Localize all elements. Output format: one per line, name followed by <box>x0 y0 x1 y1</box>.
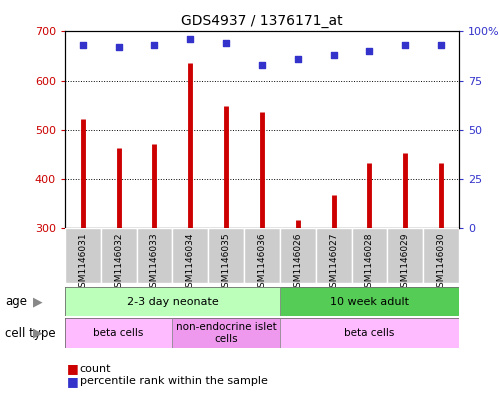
Text: cell type: cell type <box>5 327 55 340</box>
Bar <box>172 318 280 348</box>
Text: ■: ■ <box>67 362 79 375</box>
Text: GSM1146029: GSM1146029 <box>401 232 410 293</box>
Bar <box>172 228 208 283</box>
Text: ▶: ▶ <box>32 327 42 340</box>
Bar <box>65 228 101 283</box>
Title: GDS4937 / 1376171_at: GDS4937 / 1376171_at <box>181 14 343 28</box>
Point <box>258 62 266 68</box>
Point <box>365 48 373 54</box>
Text: count: count <box>80 364 111 374</box>
Point <box>151 42 159 48</box>
Text: GSM1146028: GSM1146028 <box>365 232 374 293</box>
Text: ■: ■ <box>67 375 79 388</box>
Text: age: age <box>5 295 27 308</box>
Point <box>294 56 302 62</box>
Text: GSM1146027: GSM1146027 <box>329 232 338 293</box>
Text: GSM1146026: GSM1146026 <box>293 232 302 293</box>
Text: GSM1146035: GSM1146035 <box>222 232 231 293</box>
Point <box>79 42 87 48</box>
Bar <box>280 228 316 283</box>
Text: percentile rank within the sample: percentile rank within the sample <box>80 376 268 386</box>
Bar <box>65 318 172 348</box>
Point <box>186 36 194 42</box>
Text: GSM1146031: GSM1146031 <box>78 232 87 293</box>
Bar <box>352 228 387 283</box>
Bar <box>316 228 352 283</box>
Bar <box>137 228 172 283</box>
Text: non-endocrine islet
cells: non-endocrine islet cells <box>176 322 276 344</box>
Text: 2-3 day neonate: 2-3 day neonate <box>127 297 218 307</box>
Point <box>115 44 123 50</box>
Point <box>401 42 409 48</box>
Bar <box>244 228 280 283</box>
Text: GSM1146033: GSM1146033 <box>150 232 159 293</box>
Point <box>330 52 338 58</box>
Point <box>437 42 445 48</box>
Text: beta cells: beta cells <box>93 328 144 338</box>
Text: GSM1146032: GSM1146032 <box>114 232 123 293</box>
Text: ▶: ▶ <box>32 295 42 308</box>
Text: beta cells: beta cells <box>344 328 395 338</box>
Bar <box>387 228 423 283</box>
Bar <box>65 287 280 316</box>
Text: GSM1146030: GSM1146030 <box>437 232 446 293</box>
Bar <box>280 318 459 348</box>
Bar <box>423 228 459 283</box>
Point <box>222 40 230 46</box>
Text: GSM1146034: GSM1146034 <box>186 232 195 293</box>
Bar <box>280 287 459 316</box>
Bar <box>101 228 137 283</box>
Bar <box>208 228 244 283</box>
Text: 10 week adult: 10 week adult <box>330 297 409 307</box>
Text: GSM1146036: GSM1146036 <box>257 232 266 293</box>
